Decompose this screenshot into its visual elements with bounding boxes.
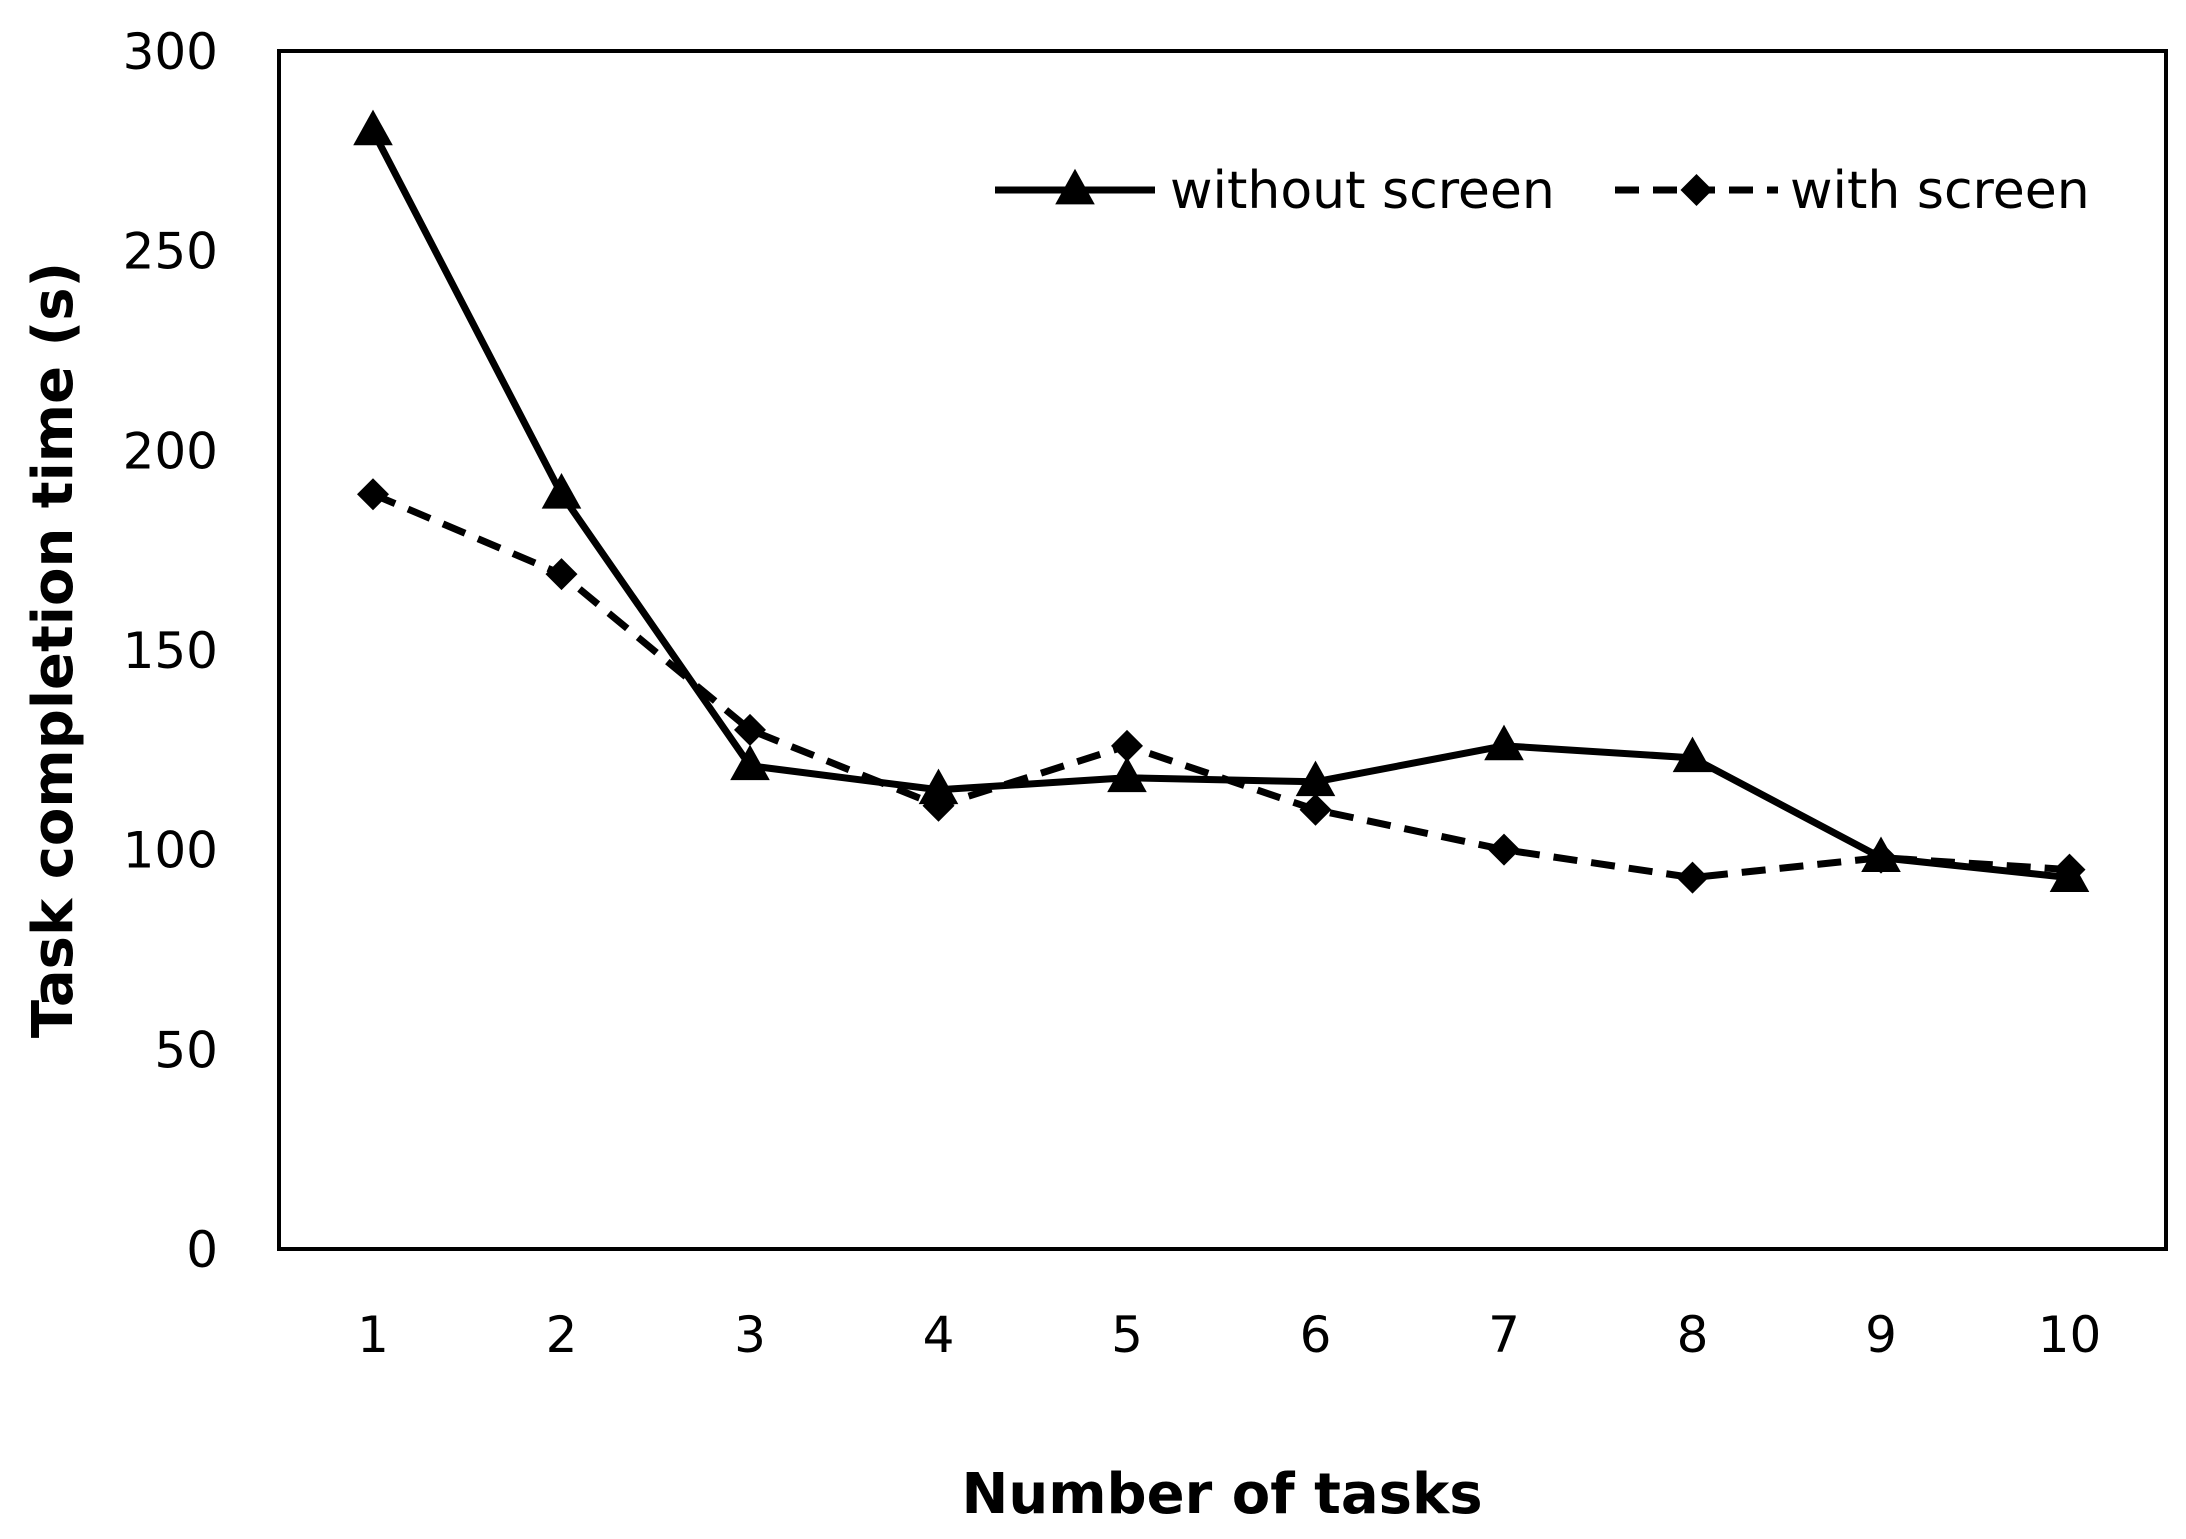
x-tick-label: 6 [1300, 1306, 1332, 1364]
x-tick-label: 8 [1677, 1306, 1709, 1364]
y-tick-label: 300 [123, 23, 218, 81]
x-tick-label: 5 [1111, 1306, 1143, 1364]
y-tick-label: 100 [123, 822, 218, 880]
data-point-with-screen [734, 713, 766, 746]
y-tick-label: 150 [123, 622, 218, 680]
y-tick-label: 50 [154, 1021, 218, 1079]
legend-marker-with-screen [1680, 174, 1713, 206]
data-point-with-screen [922, 789, 955, 822]
x-tick-label: 9 [1865, 1306, 1897, 1364]
x-tick-label: 7 [1488, 1306, 1520, 1364]
legend-label-with-screen: with screen [1790, 161, 2090, 221]
x-tick-label: 10 [2038, 1306, 2102, 1364]
data-point-without-screen [1672, 736, 1713, 773]
y-tick-label: 250 [123, 223, 218, 281]
legend: without screen with screen [995, 161, 2090, 221]
plot-area-frame [277, 49, 2168, 1251]
y-tick-label: 0 [186, 1221, 218, 1279]
data-point-without-screen [1295, 760, 1336, 797]
data-point-without-screen [353, 109, 393, 146]
data-point-without-screen [1107, 756, 1147, 793]
data-point-with-screen [1676, 861, 1709, 894]
y-tick-label: 200 [123, 422, 218, 480]
legend-marker-without-screen [1055, 168, 1095, 205]
legend-item-without-screen: without screen [995, 161, 1555, 221]
x-tick-label: 1 [357, 1306, 389, 1364]
data-point-without-screen [918, 768, 959, 805]
data-point-with-screen [1111, 729, 1143, 762]
x-tick-label: 2 [546, 1306, 578, 1364]
data-point-with-screen [1488, 833, 1520, 866]
x-axis-title: Number of tasks [961, 1462, 1482, 1527]
y-axis-title: Task completion time (s) [21, 262, 86, 1038]
x-tick-label: 4 [923, 1306, 955, 1364]
x-axis-tick-labels: 1 2 3 4 5 6 7 8 9 10 [357, 1306, 2101, 1364]
data-point-with-screen [545, 558, 578, 591]
x-tick-label: 3 [734, 1306, 766, 1364]
data-point-with-screen [2053, 853, 2086, 886]
data-point-with-screen [1299, 793, 1332, 826]
series-line-with-screen [371, 491, 2070, 882]
data-point-with-screen [357, 478, 389, 511]
series-lines [369, 129, 2070, 882]
legend-item-with-screen: with screen [1615, 161, 2090, 221]
series-markers [353, 109, 2090, 894]
legend-label-without-screen: without screen [1170, 161, 1555, 221]
data-point-without-screen [541, 473, 582, 509]
data-point-without-screen [730, 744, 770, 781]
y-axis-tick-labels: 0 50 100 150 200 250 300 [123, 23, 218, 1279]
data-point-with-screen [1865, 841, 1897, 874]
data-point-without-screen [1484, 724, 1524, 761]
